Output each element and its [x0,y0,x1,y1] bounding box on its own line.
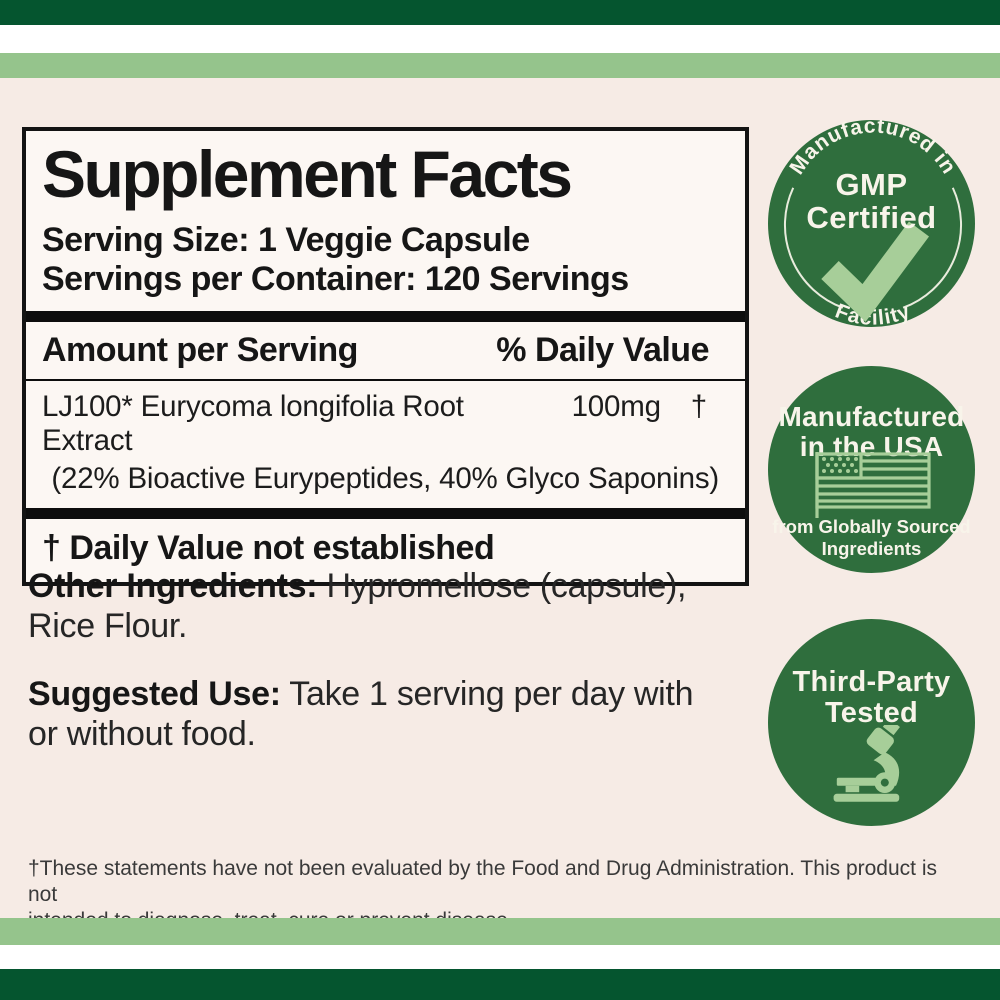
panel-title: Supplement Facts [42,137,573,211]
ingredient-amount: 100mg [571,390,661,424]
in-the-usa-text: in the USA [799,431,944,463]
divider-thick [26,311,745,323]
column-daily-value: % Daily Value [496,331,709,370]
ring-arc-left [783,187,844,309]
third-party-title: Third-Party Tested [768,666,975,730]
gmp-text: GMP [835,167,908,202]
other-ingredients-block: Other Ingredients: Hypromellose (capsule… [28,566,758,646]
badge-manufactured-usa: Manufactured in the USA from Glo [768,366,975,573]
third-party-text: Third-Party [792,666,951,698]
ring-arc-right [902,187,963,309]
supplement-facts-panel: Supplement Facts Serving Size: 1 Veggie … [22,127,749,587]
other-ingredients-text-line2: Rice Flour. [28,607,188,646]
serving-size: Serving Size: 1 Veggie Capsule [42,221,530,259]
top-bar-dark-green [0,0,1000,25]
divider-thick [26,508,745,520]
suggested-use-block: Suggested Use: Take 1 serving per day wi… [28,674,758,754]
divider-thin [26,379,745,382]
ingredient-name: LJ100* Eurycoma longifolia Root Extract [42,390,464,458]
column-amount-per-serving: Amount per Serving [42,331,358,370]
ingredient-detail: (22% Bioactive Eurypeptides, 40% Glyco S… [51,462,719,496]
bottom-bar-light-green [0,918,1000,945]
usa-badge-title: Manufactured in the USA [768,401,975,463]
certified-text: Certified [806,200,937,236]
gmp-badge-graphics: Manufactured in Facility [783,120,963,327]
globally-sourced-text: from Globally Sourced [772,516,971,537]
serving-info: Serving Size: 1 Veggie Capsule Servings … [26,207,745,311]
daily-value-footnote: † Daily Value not established [42,529,495,568]
usa-flag-icon [815,452,931,518]
disclaimer-line1: †These statements have not been evaluate… [28,857,937,907]
flag-stars [822,457,858,473]
bottom-bar-dark-green [0,969,1000,1000]
suggested-use-label: Suggested Use: [28,675,281,713]
usa-badge-caption: from Globally Sourced Ingredients [768,516,975,560]
tested-text: Tested [824,697,919,730]
bottom-bar-white [0,945,1000,969]
other-ingredients-text-line1: Hypromellose (capsule), [326,567,687,605]
servings-per-container: Servings per Container: 120 Servings [42,260,629,299]
checkmark-icon [821,221,930,322]
suggested-use-text-line1: Take 1 serving per day with [289,675,694,713]
ingredients-text: Ingredients [821,537,922,559]
column-header-row: Amount per Serving % Daily Value [26,322,745,379]
gmp-certified-title: GMP Certified [768,168,975,235]
ingredient-daily-value-dagger: † [690,390,707,424]
badge-gmp-certified: Manufactured in Facility GMP Certified [768,120,975,327]
top-bar-light-green [0,53,1000,78]
badge-third-party-tested: Third-Party Tested [768,619,975,826]
top-bar-white [0,25,1000,53]
other-ingredients-label: Other Ingredients: [28,567,318,605]
manufactured-text: Manufactured [778,401,965,432]
microscope-icon [833,725,900,802]
suggested-use-text-line2: or without food. [28,715,256,754]
ingredient-row: LJ100* Eurycoma longifolia Root Extract … [26,381,745,458]
